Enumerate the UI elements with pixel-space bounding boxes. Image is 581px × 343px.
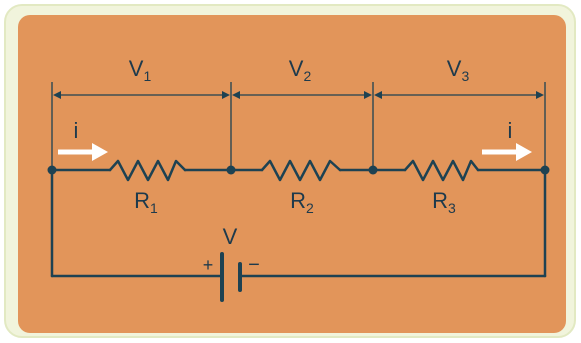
current-arrow-left (58, 143, 108, 161)
battery-minus-sign: − (248, 254, 260, 276)
resistor-r3 (403, 159, 480, 182)
resistor-r1 (108, 159, 187, 182)
node-right (540, 165, 550, 175)
voltage-label-v1: V1 (129, 56, 152, 84)
node-r1-r2 (226, 165, 236, 175)
voltage-dimensions (51, 82, 546, 170)
current-arrow-right (482, 143, 532, 161)
battery-voltage-label: V (223, 224, 238, 249)
resistor-r2 (260, 159, 342, 182)
resistor-label-r3: R3 (432, 188, 456, 216)
voltage-label-v2: V2 (289, 56, 312, 84)
voltage-label-v3: V3 (447, 56, 470, 84)
node-r2-r3 (368, 165, 378, 175)
circuit-svg: i i V1 V2 V3 R1 R2 R3 V + − (47, 56, 550, 302)
circuit-diagram: i i V1 V2 V3 R1 R2 R3 V + − (18, 15, 566, 333)
resistor-label-r2: R2 (290, 188, 314, 216)
current-label-left: i (74, 118, 79, 143)
battery (220, 252, 242, 302)
dimension-arrowheads (53, 91, 544, 99)
current-label-right: i (508, 118, 513, 143)
junction-nodes (47, 165, 550, 175)
resistor-label-r1: R1 (134, 188, 158, 216)
battery-plus-sign: + (203, 255, 214, 275)
node-left (47, 165, 57, 175)
